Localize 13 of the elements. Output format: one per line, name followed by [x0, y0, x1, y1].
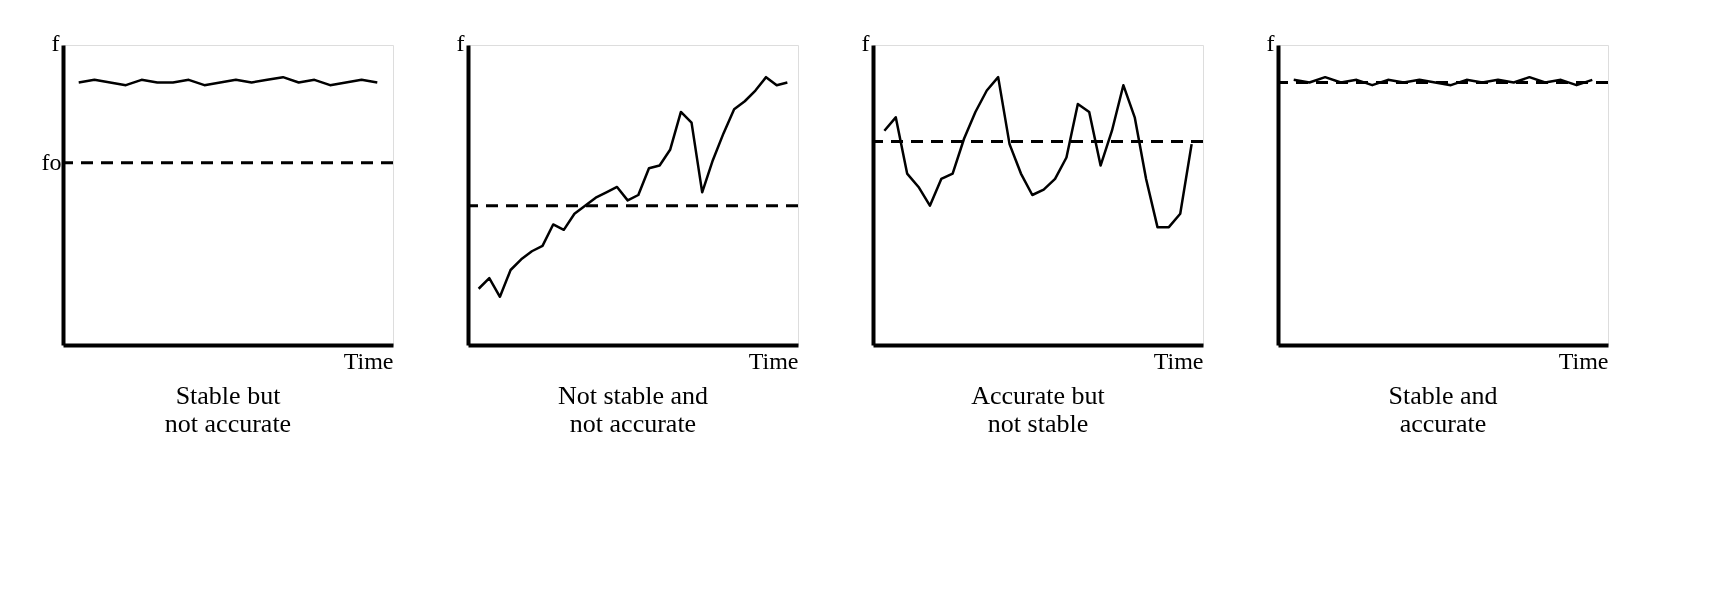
text: Stable and accurate	[1388, 381, 1498, 438]
text: Accurate but not stable	[971, 381, 1106, 438]
x-axis-title: Time	[343, 347, 394, 374]
y-axis-title: f	[1266, 29, 1275, 56]
x-axis-title: Time	[1558, 347, 1609, 374]
y-axis-title: f	[456, 29, 465, 56]
text: Not stable and not accurate	[557, 381, 709, 438]
x-axis-title: Time	[748, 347, 799, 374]
y-axis-title: f	[51, 29, 60, 56]
ref-line-label: fo	[41, 149, 62, 176]
text: Stable but not accurate	[164, 381, 292, 438]
x-axis-title: Time	[1153, 347, 1204, 374]
y-axis-title: f	[861, 29, 870, 56]
